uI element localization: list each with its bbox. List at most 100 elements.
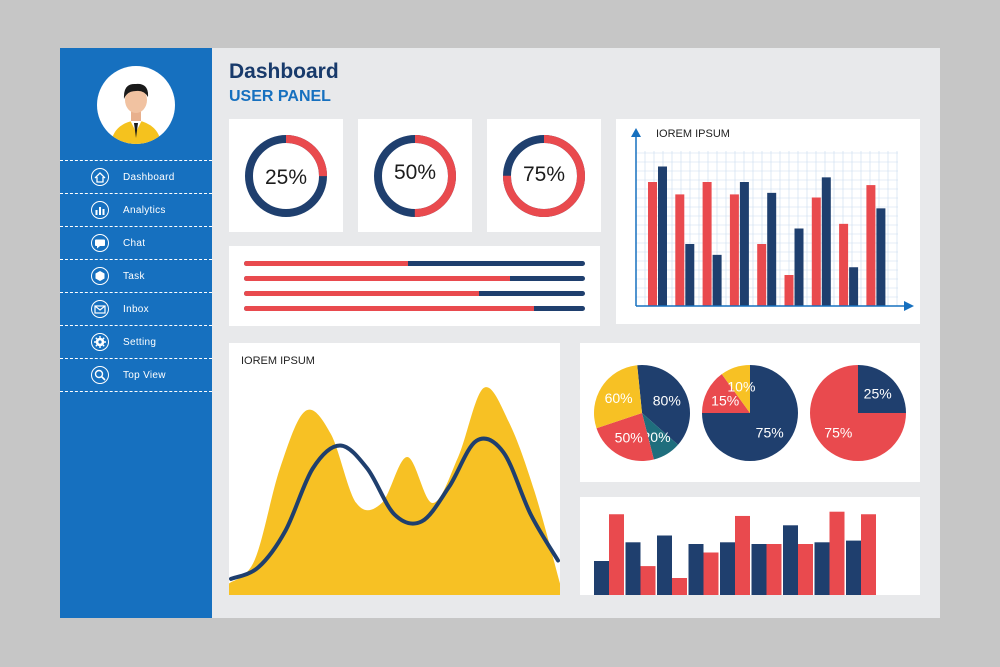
donut-25-arc [245, 135, 327, 217]
donut-50 [374, 135, 456, 217]
bar [712, 254, 722, 306]
progress-fill [244, 291, 480, 296]
chat-icon [91, 234, 109, 252]
bar [861, 514, 876, 595]
bar [702, 182, 712, 306]
sidebar-item-label: Setting [123, 336, 157, 348]
sidebar-item-setting[interactable]: Setting [60, 326, 212, 359]
bar [729, 194, 739, 306]
progress-bar [244, 291, 585, 296]
bar [735, 515, 750, 595]
bar [849, 267, 859, 306]
x-axis-arrow-icon [904, 301, 914, 311]
progress-fill [244, 261, 408, 266]
bar [703, 552, 719, 595]
bar [783, 525, 798, 595]
home-icon [91, 168, 109, 186]
pie-slice [702, 374, 750, 413]
wave-chart-card: IOREM IPSUM [229, 343, 560, 595]
bar [685, 244, 695, 306]
pie-slice [810, 365, 906, 461]
bar [675, 194, 685, 306]
sidebar-menu: Dashboard Analytics Chat Task Inbox Setting To… [60, 160, 212, 392]
pie-slice-label: 75% [756, 425, 784, 441]
bar [821, 177, 831, 306]
bar [811, 197, 821, 306]
wave-line [229, 436, 560, 581]
pie-charts: 80% 20%50% 60% 75% 15%10% 25% 75% [594, 365, 906, 461]
pie-slice [637, 365, 690, 445]
bar [625, 542, 641, 595]
donut-50-label: 50% [393, 161, 437, 184]
bar [757, 244, 767, 306]
bar [767, 192, 777, 306]
pie-slice-label: 10% [727, 379, 755, 395]
pie-slice [594, 365, 642, 429]
sidebar-item-analytics[interactable]: Analytics [60, 194, 212, 227]
progress-card [229, 246, 600, 326]
sidebar-item-label: Top View [123, 369, 166, 381]
bar [609, 514, 624, 595]
bar [839, 223, 849, 306]
bottom-bar-card [580, 497, 920, 595]
bar [794, 228, 804, 306]
wave-area [229, 387, 560, 595]
inbox-icon [91, 300, 109, 318]
sidebar-item-top-view[interactable]: Top View [60, 359, 212, 392]
donut-75-arc [503, 135, 585, 217]
bar [829, 511, 845, 595]
bar [814, 542, 830, 595]
gear-icon [91, 333, 109, 351]
sidebar-item-label: Chat [123, 237, 146, 249]
pie-slice-label: 25% [864, 385, 892, 401]
donut-card-25: 25% [229, 119, 343, 232]
sidebar-item-label: Task [123, 270, 145, 282]
bar [688, 544, 704, 595]
bar [876, 208, 886, 306]
pie-slice-label: 60% [605, 390, 633, 406]
search-icon [91, 366, 109, 384]
sidebar-item-chat[interactable]: Chat [60, 227, 212, 260]
bar [751, 544, 767, 595]
donut-card-50: 50% [358, 119, 472, 232]
pie-slice [721, 365, 750, 413]
pie-slice-label: 75% [824, 425, 852, 441]
task-icon [91, 267, 109, 285]
pie-slice [642, 413, 678, 460]
sidebar: Dashboard Analytics Chat Task Inbox Setting To… [60, 48, 212, 618]
user-avatar-icon [111, 83, 161, 144]
pie-slice-label: 20% [643, 429, 671, 445]
bottom-bar-chart [594, 511, 876, 595]
bar [594, 561, 609, 595]
progress-bar [244, 306, 585, 311]
sidebar-item-label: Inbox [123, 303, 149, 315]
page-subtitle: USER PANEL [229, 88, 331, 105]
bar [720, 542, 735, 595]
bar [766, 544, 782, 595]
bar-chart-card: IOREM IPSUM [616, 119, 920, 324]
progress-bar [244, 276, 585, 281]
progress-fill [244, 306, 534, 311]
bar-chart-title: IOREM IPSUM [656, 128, 730, 140]
progress-bar [244, 261, 585, 266]
sidebar-item-label: Analytics [123, 204, 166, 216]
bar [648, 182, 657, 306]
bar [846, 540, 861, 595]
sidebar-item-inbox[interactable]: Inbox [60, 293, 212, 326]
wave-chart [229, 387, 560, 595]
donut-25-label: 25% [264, 166, 308, 189]
sidebar-item-dashboard[interactable]: Dashboard [60, 161, 212, 194]
page-title: Dashboard [229, 60, 339, 83]
avatar[interactable] [97, 66, 175, 144]
main-bar-chart [631, 128, 914, 311]
bar [866, 185, 876, 306]
sidebar-item-label: Dashboard [123, 171, 175, 183]
bar [784, 275, 794, 306]
pie-slice [596, 413, 654, 461]
bar [657, 535, 672, 595]
sidebar-item-task[interactable]: Task [60, 260, 212, 293]
bar [640, 566, 656, 595]
donut-75 [503, 135, 585, 217]
bar [739, 182, 749, 306]
donut-card-75: 75% [487, 119, 601, 232]
